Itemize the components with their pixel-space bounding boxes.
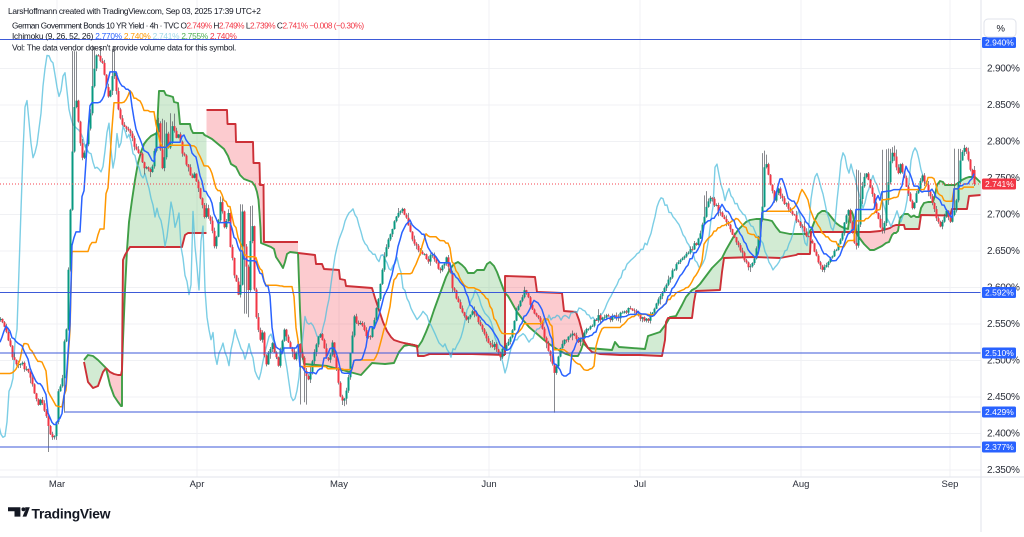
svg-text:2.850%: 2.850% [987, 100, 1020, 111]
svg-text:Sep: Sep [942, 479, 959, 490]
svg-text:Mar: Mar [49, 479, 65, 490]
svg-text:Aug: Aug [793, 479, 810, 490]
svg-text:2.700%: 2.700% [987, 210, 1020, 221]
svg-text:German Government Bonds 10 YR: German Government Bonds 10 YR Yield · 4h… [12, 21, 364, 31]
svg-text:2.377%: 2.377% [985, 442, 1014, 452]
svg-text:TradingView: TradingView [32, 506, 111, 521]
svg-text:2.800%: 2.800% [987, 137, 1020, 148]
svg-text:Jul: Jul [634, 479, 646, 490]
svg-text:2.940%: 2.940% [985, 38, 1014, 48]
svg-text:%: % [997, 24, 1006, 35]
svg-text:Vol: The data vendor doesn't p: Vol: The data vendor doesn't provide vol… [12, 43, 236, 53]
svg-text:LarsHoffmann created with Trad: LarsHoffmann created with TradingView.co… [8, 6, 261, 16]
svg-text:2.429%: 2.429% [985, 407, 1014, 417]
svg-text:2.741%: 2.741% [985, 179, 1014, 189]
svg-text:2.900%: 2.900% [987, 64, 1020, 75]
svg-text:May: May [330, 479, 348, 490]
svg-text:Ichimoku (9, 26, 52, 26) 2.770: Ichimoku (9, 26, 52, 26) 2.770% 2.740% 2… [12, 31, 238, 41]
svg-text:Apr: Apr [190, 479, 205, 490]
svg-text:Jun: Jun [481, 479, 496, 490]
svg-text:2.592%: 2.592% [985, 288, 1014, 298]
svg-text:2.450%: 2.450% [987, 392, 1020, 403]
svg-text:2.350%: 2.350% [987, 465, 1020, 476]
svg-text:2.510%: 2.510% [985, 348, 1014, 358]
svg-text:2.500%: 2.500% [987, 356, 1020, 367]
svg-text:2.400%: 2.400% [987, 429, 1020, 440]
svg-text:2.650%: 2.650% [987, 246, 1020, 257]
svg-text:2.550%: 2.550% [987, 319, 1020, 330]
